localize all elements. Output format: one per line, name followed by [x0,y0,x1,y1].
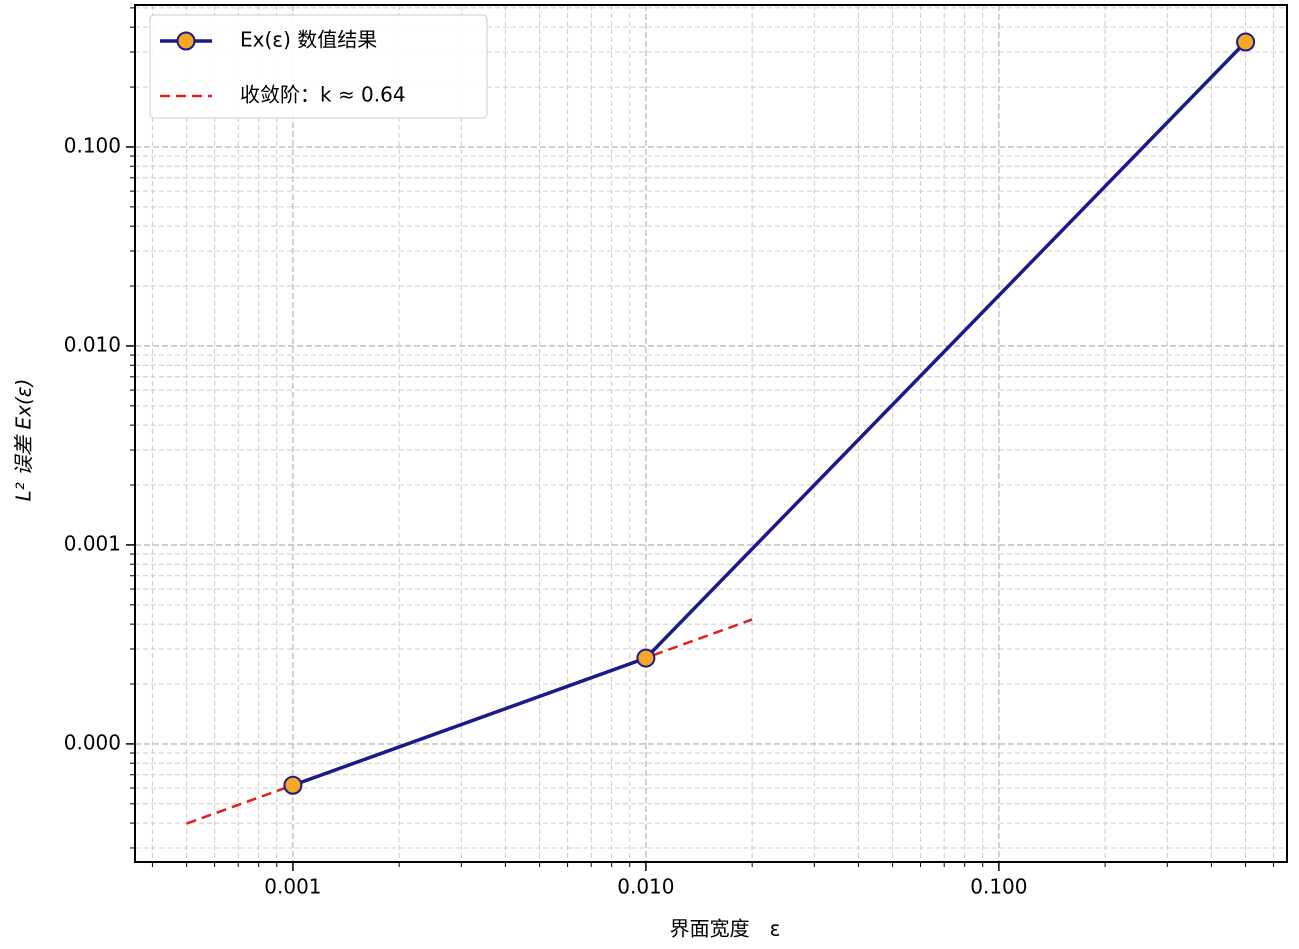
data-point [283,775,303,795]
x-tick-label: 0.010 [617,875,674,899]
y-tick-label: 0.001 [64,531,121,555]
legend-label: Ex(ε) 数值结果 [240,28,377,52]
x-tick-label: 0.001 [264,875,321,899]
y-axis-label: L² 误差 Ex(ε) [12,379,36,502]
legend-label: 收敛阶：k ≈ 0.64 [240,83,406,107]
y-tick-label: 0.010 [64,332,121,356]
x-tick-label: 0.100 [970,875,1027,899]
series-line [292,40,1247,787]
data-point [1236,32,1256,52]
y-tick-label: 0.100 [64,133,121,157]
series-line [186,618,753,825]
y-tick-label: 0.000 [64,730,121,754]
data-point [636,648,656,668]
plot-frame [134,4,1288,863]
legend-box [149,14,488,119]
legend-marker [176,31,196,51]
x-axis-label: 界面宽度 ε [670,917,781,941]
